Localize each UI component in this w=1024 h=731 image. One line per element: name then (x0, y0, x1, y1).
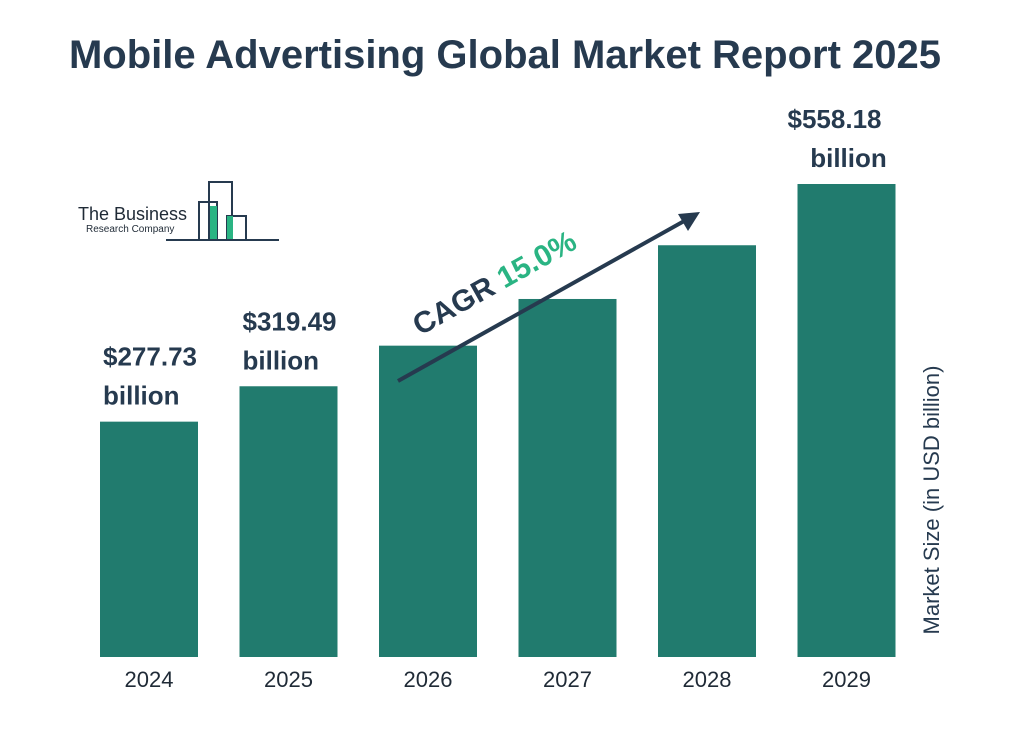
bar-2028 (658, 245, 756, 657)
logo-buildings-icon (166, 181, 279, 241)
x-tick-label: 2029 (822, 667, 871, 692)
bar-2024 (100, 421, 198, 657)
bar-2029 (797, 184, 896, 657)
bar-2027 (518, 298, 617, 657)
data-label-unit: billion (810, 143, 887, 173)
cagr-label-text: CAGR (407, 266, 507, 342)
x-tick-label: 2028 (683, 667, 732, 692)
bar-2025 (239, 386, 338, 657)
x-tick-label: 2026 (404, 667, 453, 692)
bar-2026 (379, 345, 477, 657)
data-label-value: $558.18 (788, 104, 882, 134)
x-tick-label: 2027 (543, 667, 592, 692)
y-axis-label: Market Size (in USD billion) (919, 365, 944, 635)
data-label-unit: billion (103, 381, 180, 411)
logo-subname: Research Company (86, 224, 175, 235)
data-label-value: $277.73 (103, 342, 197, 372)
company-logo: The Business Research Company (78, 180, 283, 244)
data-label-value: $319.49 (243, 306, 337, 336)
chart-title: Mobile Advertising Global Market Report … (68, 33, 942, 77)
data-label-unit: billion (243, 345, 320, 375)
x-tick-label: 2024 (125, 667, 174, 692)
cagr-arrow-line (397, 218, 687, 383)
logo-name: The Business (78, 204, 188, 224)
x-tick-label: 2025 (264, 667, 313, 692)
cagr-arrow-head (678, 212, 700, 231)
